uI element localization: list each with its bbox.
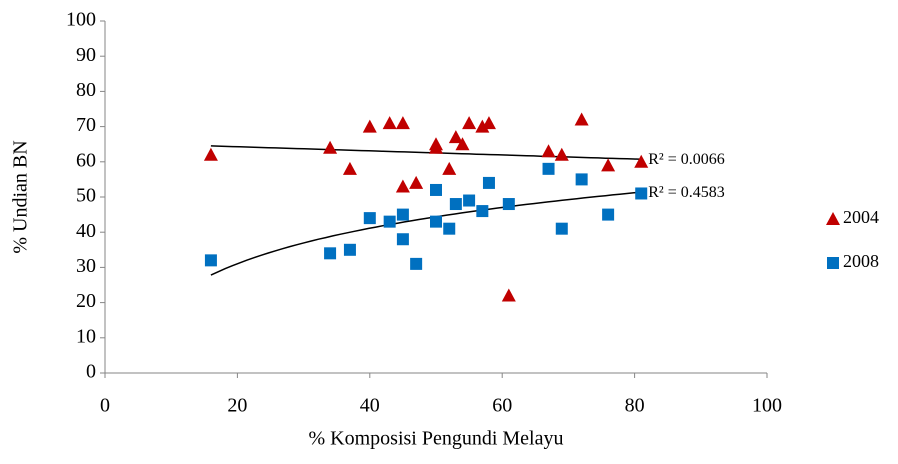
- y-tick-label: 0: [86, 361, 96, 383]
- data-point: [602, 208, 615, 221]
- data-point: [410, 257, 423, 270]
- data-point: [462, 116, 477, 130]
- y-tick-label: 100: [66, 9, 96, 31]
- data-point: [396, 233, 409, 246]
- trendline: [210, 191, 642, 276]
- data-point: [395, 116, 410, 130]
- x-tick-label: 40: [360, 395, 380, 417]
- data-point: [476, 205, 489, 218]
- data-point: [501, 288, 516, 302]
- data-point: [481, 116, 496, 130]
- data-point: [482, 176, 495, 189]
- legend-marker: [827, 257, 839, 269]
- data-point: [204, 254, 217, 267]
- data-point: [395, 179, 410, 193]
- data-point: [449, 198, 462, 211]
- legend-label: 2004: [843, 207, 879, 227]
- y-tick-label: 40: [76, 220, 96, 242]
- x-tick-label: 20: [227, 395, 247, 417]
- data-point: [554, 147, 569, 161]
- data-point: [362, 119, 377, 133]
- y-tick-label: 20: [76, 290, 96, 312]
- x-tick-label: 100: [752, 395, 782, 417]
- data-point: [442, 161, 457, 175]
- data-point: [323, 140, 338, 154]
- y-tick-label: 10: [76, 325, 96, 347]
- x-axis-title: % Komposisi Pengundi Melayu: [309, 428, 564, 450]
- data-point: [455, 137, 470, 151]
- data-point: [363, 212, 376, 225]
- data-point: [502, 198, 515, 211]
- y-tick-label: 70: [76, 114, 96, 136]
- x-tick-label: 0: [100, 395, 110, 417]
- data-point: [382, 116, 397, 130]
- legend-marker: [826, 212, 840, 225]
- data-point: [430, 215, 442, 228]
- data-point: [475, 119, 490, 133]
- data-point: [342, 161, 357, 175]
- data-point: [443, 222, 456, 235]
- data-point: [448, 130, 463, 144]
- data-point: [555, 222, 568, 235]
- y-tick-label: 50: [76, 185, 96, 207]
- data-point: [324, 247, 337, 260]
- x-tick-label: 60: [492, 395, 512, 417]
- data-point: [542, 162, 555, 175]
- data-point: [541, 144, 556, 158]
- data-point: [203, 147, 218, 161]
- data-point: [463, 194, 476, 207]
- trendline: [210, 145, 642, 161]
- y-axis-title: % Undian BN: [10, 140, 32, 253]
- data-point: [574, 112, 589, 126]
- y-tick-label: 60: [76, 149, 96, 171]
- data-point: [409, 175, 424, 189]
- data-point: [396, 208, 409, 221]
- data-point: [430, 183, 442, 196]
- data-point: [635, 187, 648, 200]
- x-tick-label: 80: [625, 395, 645, 417]
- y-tick-label: 90: [76, 44, 96, 66]
- data-point: [575, 173, 588, 186]
- y-tick-label: 80: [76, 79, 96, 101]
- data-point: [343, 243, 356, 256]
- data-point: [634, 154, 649, 168]
- r2-label: R² = 0.4583: [648, 184, 725, 201]
- data-point: [429, 140, 443, 154]
- data-point: [601, 158, 616, 172]
- y-tick-label: 30: [76, 255, 96, 277]
- legend-label: 2008: [843, 251, 879, 271]
- r2-label: R² = 0.0066: [648, 151, 725, 168]
- data-point: [383, 215, 396, 228]
